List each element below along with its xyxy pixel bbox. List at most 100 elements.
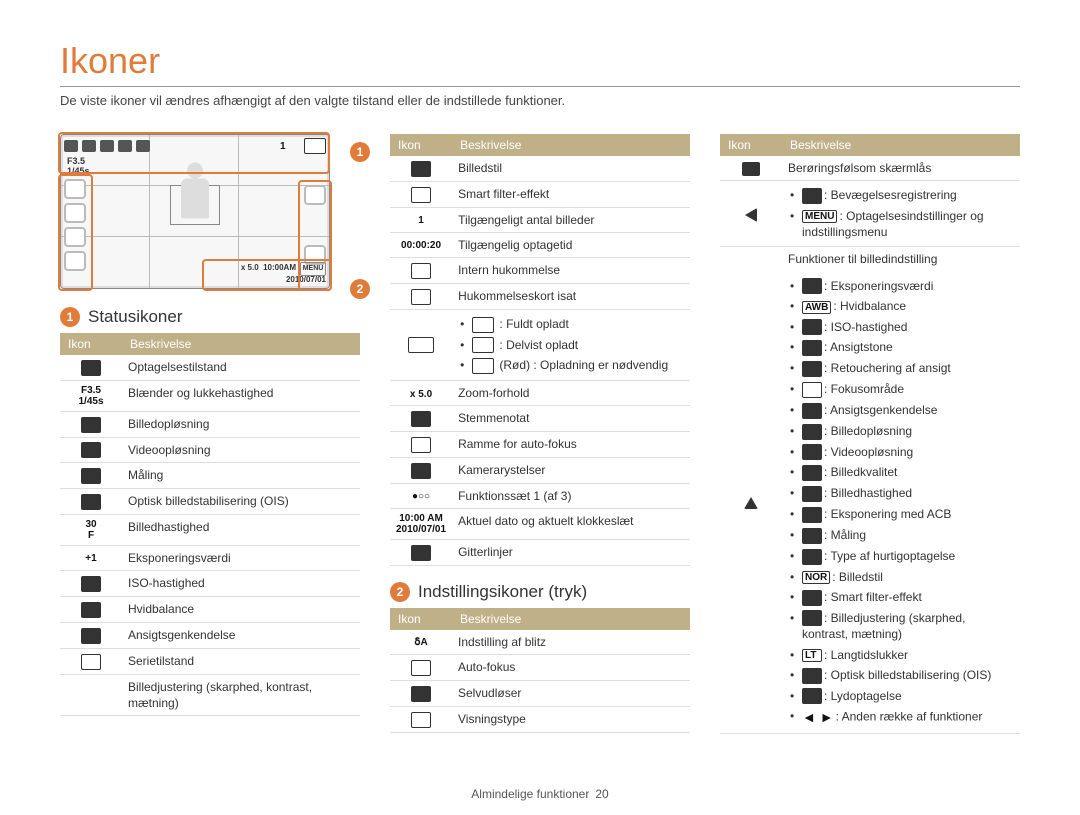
text-icon: 30 F bbox=[81, 519, 101, 541]
callout-ring-2c bbox=[202, 259, 332, 291]
list-item: ◄ ►: Anden række af funktioner bbox=[788, 706, 1014, 729]
status-section-title: Statusikoner bbox=[88, 307, 183, 327]
row-desc: Indstilling af blitz bbox=[452, 630, 690, 655]
list-item: : Ansigtsgenkendelse bbox=[788, 400, 1014, 421]
text-icon: F3.5 1/45s bbox=[78, 385, 103, 407]
divider bbox=[60, 86, 1020, 87]
glyph-icon bbox=[411, 712, 431, 728]
battery-full-icon bbox=[472, 317, 494, 333]
row-desc: Tilgængeligt antal billeder bbox=[452, 207, 690, 232]
table-row: Ansigtsgenkendelse bbox=[60, 622, 360, 648]
row-desc: Smart filter-effekt bbox=[452, 181, 690, 207]
callout-badge-1: 1 bbox=[350, 142, 370, 162]
func-header: Funktioner til billedindstilling bbox=[782, 247, 1020, 272]
table-row: Auto-fokus bbox=[390, 655, 690, 681]
glyph-icon bbox=[802, 528, 822, 544]
text-icon: ẟA bbox=[411, 637, 431, 648]
row-desc: Zoom-forhold bbox=[452, 381, 690, 406]
list-item: : Billedkvalitet bbox=[788, 462, 1014, 483]
row-desc: Blænder og lukkehastighed bbox=[122, 380, 360, 411]
glyph-icon bbox=[802, 319, 822, 335]
row-desc: Måling bbox=[122, 463, 360, 489]
list-item: : Eksponering med ACB bbox=[788, 504, 1014, 525]
table-row: F3.5 1/45s Blænder og lukkehastighed bbox=[60, 380, 360, 411]
callout-ring-1 bbox=[58, 132, 330, 174]
glyph-icon bbox=[802, 668, 822, 684]
table-row: : Fuldt opladt : Delvist opladt (Rød) : … bbox=[390, 309, 690, 380]
row-desc: Tilgængelig optagetid bbox=[452, 232, 690, 257]
list-item: : Smart filter-effekt bbox=[788, 587, 1014, 608]
table-row: Gitterlinjer bbox=[390, 540, 690, 566]
glyph-icon bbox=[81, 654, 101, 670]
row-desc: Eksponeringsværdi bbox=[122, 546, 360, 571]
list-item: : Ansigtstone bbox=[788, 337, 1014, 358]
table-row: Selvudløser bbox=[390, 680, 690, 706]
table-row: Optagelsestilstand bbox=[60, 355, 360, 380]
glyph-icon bbox=[411, 545, 431, 561]
list-item: AWB: Hvidbalance bbox=[788, 296, 1014, 316]
row-desc: Hvidbalance bbox=[122, 597, 360, 623]
row-desc: Videoopløsning bbox=[122, 437, 360, 463]
label-icon: AWB bbox=[802, 301, 831, 314]
row-desc: Visningstype bbox=[452, 706, 690, 732]
status-section-header: 1 Statusikoner bbox=[60, 307, 360, 327]
glyph-icon bbox=[802, 590, 822, 606]
table-row: Intern hukommelse bbox=[390, 258, 690, 284]
arrows-icon: ◄ ► bbox=[802, 708, 834, 727]
column-3: Ikon Beskrivelse Berøringsfølsom skærmlå… bbox=[720, 134, 1020, 734]
text-icon: 1 bbox=[411, 215, 431, 226]
glyph-icon bbox=[802, 507, 822, 523]
row-desc: Ramme for auto-fokus bbox=[452, 432, 690, 458]
glyph-icon bbox=[802, 549, 822, 565]
row-desc: Intern hukommelse bbox=[452, 258, 690, 284]
row-desc: Optagelsestilstand bbox=[122, 355, 360, 380]
table-row: Serietilstand bbox=[60, 648, 360, 674]
row-desc: Auto-fokus bbox=[452, 655, 690, 681]
th-icon: Ikon bbox=[720, 134, 782, 156]
battery-low-icon bbox=[472, 358, 494, 374]
row-desc: Selvudløser bbox=[452, 680, 690, 706]
table-row: ●○○Funktionssæt 1 (af 3) bbox=[390, 483, 690, 508]
table-row: Smart filter-effekt bbox=[390, 181, 690, 207]
table-row: Visningstype bbox=[390, 706, 690, 732]
page-subtitle: De viste ikoner vil ændres afhængigt af … bbox=[60, 93, 1020, 108]
glyph-icon bbox=[802, 444, 822, 460]
glyph-icon bbox=[802, 610, 822, 626]
list-item: : Videoopløsning bbox=[788, 442, 1014, 463]
glyph-icon bbox=[411, 686, 431, 702]
glyph-icon bbox=[802, 278, 822, 294]
row-desc: : Bevægelsesregistrering MENU: Optagelse… bbox=[782, 181, 1020, 247]
glyph-icon bbox=[802, 486, 822, 502]
list-item: : Billedopløsning bbox=[788, 421, 1014, 442]
row-desc: : Fuldt opladt : Delvist opladt (Rød) : … bbox=[452, 309, 690, 380]
triangle-up-icon bbox=[744, 497, 758, 509]
glyph-icon bbox=[81, 360, 101, 376]
key-icon bbox=[742, 162, 760, 176]
row-desc: Gitterlinjer bbox=[452, 540, 690, 566]
table-row: ẟA Indstilling af blitz bbox=[390, 630, 690, 655]
list-item: : Retouchering af ansigt bbox=[788, 358, 1014, 379]
th-desc: Beskrivelse bbox=[452, 134, 690, 156]
glyph-icon bbox=[802, 403, 822, 419]
list-item: NOR: Billedstil bbox=[788, 567, 1014, 587]
motion-det-icon bbox=[802, 188, 822, 204]
row-desc: Serietilstand bbox=[122, 648, 360, 674]
callout-ring-2a bbox=[58, 174, 93, 291]
glyph-icon bbox=[802, 424, 822, 440]
settings-section-header: 2 Indstillingsikoner (tryk) bbox=[390, 582, 690, 602]
glyph-icon bbox=[81, 468, 101, 484]
list-item: : Billedhastighed bbox=[788, 483, 1014, 504]
table-row: : Bevægelsesregistrering MENU: Optagelse… bbox=[720, 181, 1020, 247]
glyph-icon bbox=[411, 463, 431, 479]
list-item: : ISO-hastighed bbox=[788, 317, 1014, 338]
row-desc: Billedhastighed bbox=[122, 515, 360, 546]
table-row: Berøringsfølsom skærmlås bbox=[720, 156, 1020, 181]
menu-word-icon: MENU bbox=[802, 210, 837, 223]
list-item: : Optisk billedstabilisering (OIS) bbox=[788, 665, 1014, 686]
right-table: Ikon Beskrivelse Berøringsfølsom skærmlå… bbox=[720, 134, 1020, 734]
row-desc: Berøringsfølsom skærmlås bbox=[782, 156, 1020, 181]
table-row: : EksponeringsværdiAWB: Hvidbalance: ISO… bbox=[720, 272, 1020, 734]
glyph-icon bbox=[411, 161, 431, 177]
glyph-icon bbox=[411, 660, 431, 676]
settings-table: Ikon Beskrivelse ẟAIndstilling af blitzA… bbox=[390, 608, 690, 733]
